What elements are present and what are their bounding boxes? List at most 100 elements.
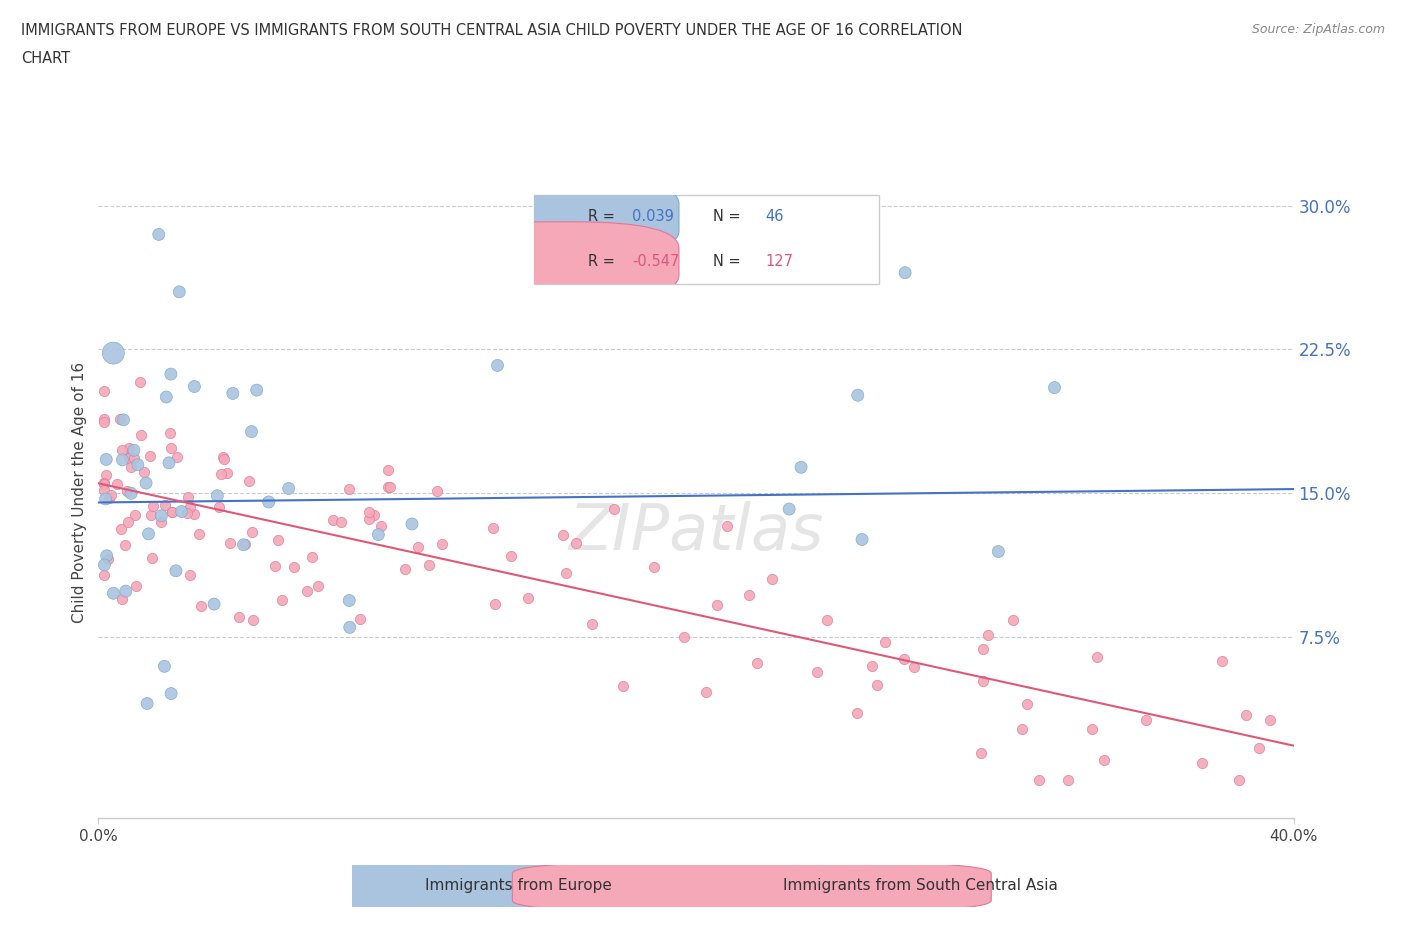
Point — [307, 578, 329, 593]
Point — [516, 591, 538, 605]
Point — [1056, 773, 1078, 788]
Point — [283, 560, 305, 575]
Point — [177, 490, 200, 505]
Point — [778, 501, 800, 516]
Point — [1001, 612, 1024, 627]
Point — [359, 505, 381, 520]
Point — [103, 586, 125, 601]
Point — [903, 659, 925, 674]
Point — [150, 509, 173, 524]
FancyBboxPatch shape — [534, 195, 879, 284]
Text: Immigrants from Europe: Immigrants from Europe — [425, 878, 612, 894]
Point — [138, 526, 160, 541]
Point — [1227, 773, 1250, 788]
Point — [131, 428, 153, 443]
Point — [612, 679, 634, 694]
Point — [240, 424, 263, 439]
Text: -0.547: -0.547 — [633, 254, 681, 269]
Text: 0.039: 0.039 — [633, 209, 675, 224]
Point — [120, 485, 142, 500]
Point — [135, 475, 157, 490]
Point — [367, 527, 389, 542]
Point — [643, 560, 665, 575]
Point — [127, 458, 149, 472]
Point — [169, 285, 191, 299]
Point — [1085, 650, 1108, 665]
Point — [155, 390, 177, 405]
Point — [233, 537, 256, 551]
Y-axis label: Child Poverty Under the Age of 16: Child Poverty Under the Age of 16 — [72, 363, 87, 623]
Point — [394, 562, 416, 577]
Point — [603, 501, 626, 516]
Point — [132, 465, 155, 480]
Point — [484, 596, 506, 611]
Point — [114, 538, 136, 552]
Point — [806, 665, 828, 680]
Point — [96, 549, 118, 564]
Point — [96, 452, 118, 467]
Point — [218, 536, 240, 551]
Point — [93, 415, 115, 430]
Point — [153, 658, 176, 673]
Point — [337, 593, 360, 608]
Point — [148, 227, 170, 242]
Point — [183, 507, 205, 522]
Point — [873, 634, 896, 649]
Point — [242, 613, 264, 628]
Point — [846, 388, 869, 403]
Point — [212, 452, 235, 467]
Point — [1211, 653, 1233, 668]
Point — [339, 620, 361, 635]
Point — [118, 451, 141, 466]
Point — [481, 521, 503, 536]
Point — [183, 379, 205, 394]
Point — [337, 482, 360, 497]
Point — [125, 579, 148, 594]
Point — [118, 441, 141, 456]
Point — [160, 366, 183, 381]
Point — [349, 612, 371, 627]
Point — [118, 448, 141, 463]
Point — [115, 484, 138, 498]
Point — [117, 514, 139, 529]
Point — [232, 538, 254, 552]
Point — [228, 610, 250, 625]
Point — [190, 598, 212, 613]
Point — [93, 476, 115, 491]
Point — [499, 548, 522, 563]
Point — [359, 512, 381, 526]
Point — [176, 506, 198, 521]
Point — [122, 450, 145, 465]
Point — [112, 412, 135, 427]
Point — [301, 550, 323, 565]
Point — [815, 613, 838, 628]
Text: CHART: CHART — [21, 51, 70, 66]
Point — [165, 564, 187, 578]
Point — [139, 507, 162, 522]
Point — [141, 551, 163, 565]
Point — [93, 557, 115, 572]
Point — [401, 516, 423, 531]
Point — [277, 481, 299, 496]
Point — [209, 467, 232, 482]
Point — [1081, 722, 1104, 737]
Point — [1258, 712, 1281, 727]
Point — [179, 567, 201, 582]
Point — [111, 591, 134, 606]
Point — [486, 358, 509, 373]
Point — [170, 504, 193, 519]
Point — [215, 465, 238, 480]
Point — [160, 505, 183, 520]
Point — [295, 584, 318, 599]
Point — [370, 519, 392, 534]
Text: IMMIGRANTS FROM EUROPE VS IMMIGRANTS FROM SOUTH CENTRAL ASIA CHILD POVERTY UNDER: IMMIGRANTS FROM EUROPE VS IMMIGRANTS FRO… — [21, 23, 963, 38]
Point — [153, 498, 176, 512]
FancyBboxPatch shape — [155, 861, 633, 913]
Point — [270, 592, 292, 607]
Point — [98, 490, 121, 505]
Point — [418, 557, 440, 572]
Point — [93, 384, 115, 399]
Point — [208, 499, 231, 514]
Point — [93, 567, 115, 582]
Text: Source: ZipAtlas.com: Source: ZipAtlas.com — [1251, 23, 1385, 36]
